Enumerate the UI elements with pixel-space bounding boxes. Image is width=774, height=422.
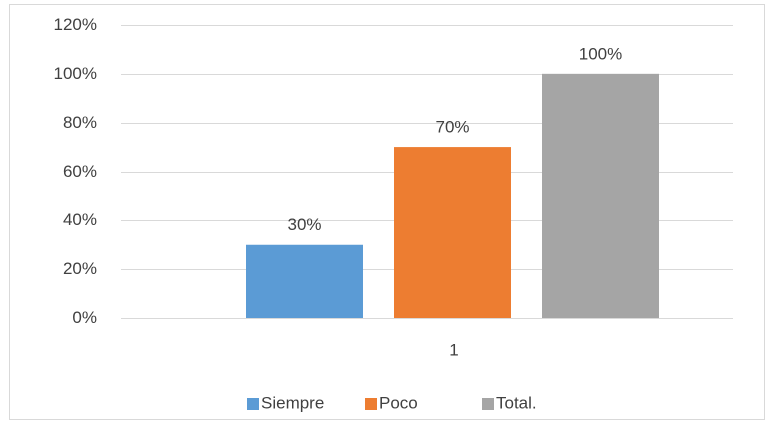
y-tick-label: 0%: [72, 308, 97, 327]
x-tick-label: 1: [449, 340, 458, 359]
legend-label: Siempre: [261, 393, 324, 412]
legend-swatch: [247, 398, 259, 410]
legend-item: Siempre: [247, 393, 324, 412]
legend-label: Total.: [496, 393, 537, 412]
data-label: 100%: [579, 44, 622, 63]
legend-item: Poco: [365, 393, 418, 412]
legend-label: Poco: [379, 393, 418, 412]
legend-swatch: [365, 398, 377, 410]
bar-poco: [394, 147, 511, 318]
legend-swatch: [482, 398, 494, 410]
y-tick-label: 40%: [63, 210, 97, 229]
y-tick-label: 60%: [63, 162, 97, 181]
x-axis-ticks: 1: [449, 340, 458, 359]
bars: [246, 73, 659, 318]
y-axis-ticks: 0% 20% 40% 60% 80% 100% 120%: [54, 15, 97, 327]
y-tick-label: 120%: [54, 15, 97, 34]
bar-total: [542, 73, 659, 318]
legend: Siempre Poco Total.: [247, 393, 537, 412]
y-tick-label: 80%: [63, 113, 97, 132]
y-tick-label: 100%: [54, 64, 97, 83]
legend-item: Total.: [482, 393, 537, 412]
data-label: 70%: [435, 118, 469, 137]
y-tick-label: 20%: [63, 259, 97, 278]
data-label: 30%: [287, 215, 321, 234]
bar-siempre: [246, 244, 363, 318]
data-labels: 30% 70% 100%: [287, 44, 622, 234]
